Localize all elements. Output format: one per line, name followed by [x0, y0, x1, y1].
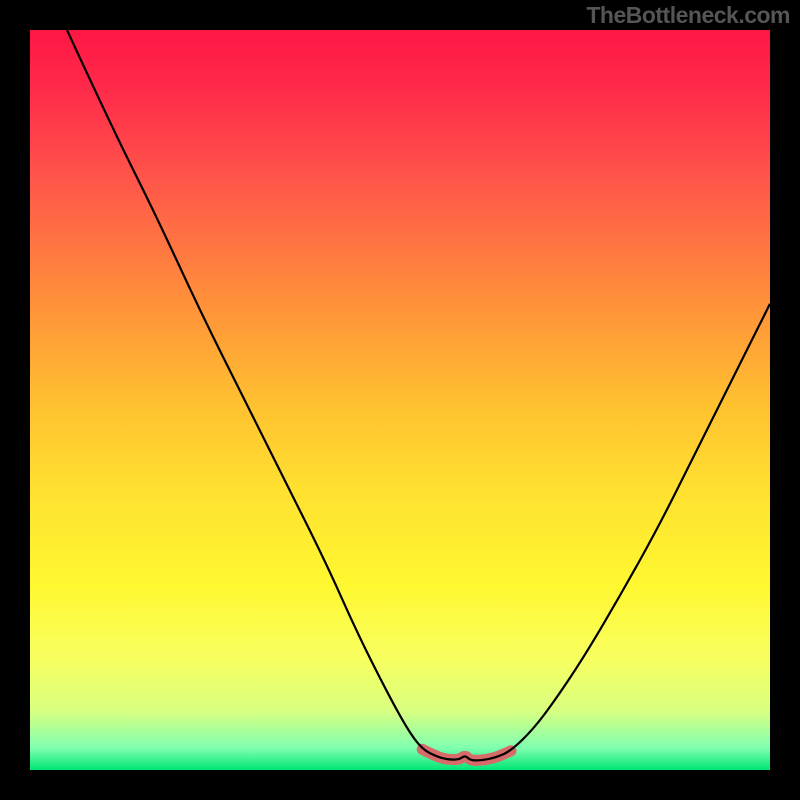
bottleneck-curve-chart	[0, 0, 800, 800]
plot-background-gradient	[30, 30, 770, 770]
chart-container: TheBottleneck.com	[0, 0, 800, 800]
watermark-text: TheBottleneck.com	[586, 2, 790, 29]
